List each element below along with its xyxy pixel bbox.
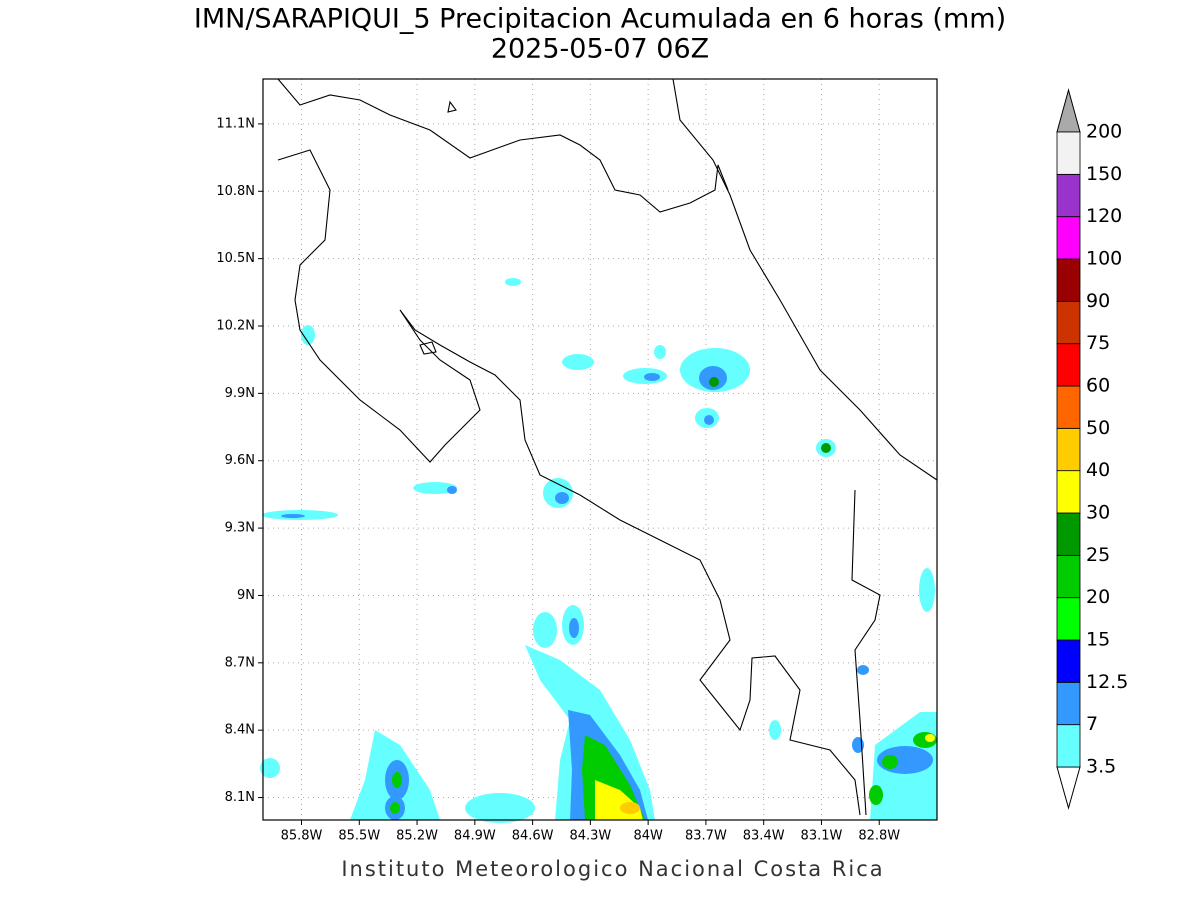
colorbar-label: 90 — [1086, 290, 1110, 312]
colorbar-label: 120 — [1086, 205, 1122, 227]
colorbar-band — [1056, 258, 1081, 302]
colorbar-label: 15 — [1086, 629, 1110, 651]
colorbar-band — [1056, 300, 1081, 345]
y-tick-label: 9.9N — [225, 386, 255, 401]
colorbar-band — [1056, 427, 1081, 472]
colorbar: 3.5 7 12.5 15 20 25 30 40 50 60 75 90 100 120 150 200 — [1056, 88, 1128, 810]
precip-areas — [260, 278, 937, 823]
colorbar-label: 40 — [1086, 459, 1110, 481]
colorbar-label: 7 — [1086, 713, 1098, 735]
y-tick-label: 8.1N — [225, 790, 255, 805]
colorbar-band — [1056, 173, 1081, 218]
y-tick-label: 9N — [237, 588, 255, 603]
x-tick-label: 85.5W — [338, 829, 380, 844]
x-tick-label: 85.8W — [281, 829, 323, 844]
colorbar-label: 50 — [1086, 417, 1110, 439]
x-tick-label: 83.1W — [801, 829, 843, 844]
colorbar-label: 25 — [1086, 544, 1110, 566]
x-tick-label: 85.2W — [396, 829, 438, 844]
colorbar-band — [1056, 724, 1081, 768]
chart-title: IMN/SARAPIQUI_5 Precipitacion Acumulada … — [194, 4, 1006, 35]
colorbar-band — [1056, 216, 1081, 260]
colorbar-band — [1056, 512, 1081, 556]
colorbar-label: 3.5 — [1086, 756, 1116, 778]
y-tick-label: 9.3N — [225, 521, 255, 536]
colorbar-label: 12.5 — [1086, 671, 1128, 693]
colorbar-label: 200 — [1086, 121, 1122, 143]
x-tick-label: 84.9W — [454, 829, 496, 844]
colorbar-band — [1056, 639, 1081, 683]
x-tick-label: 84W — [633, 829, 663, 844]
y-tick-label: 10.8N — [216, 184, 255, 199]
colorbar-band — [1056, 385, 1081, 429]
colorbar-band — [1056, 681, 1081, 726]
coastline — [277, 78, 938, 816]
colorbar-label: 75 — [1086, 332, 1110, 354]
y-tick-label: 8.7N — [225, 655, 255, 670]
colorbar-label: 150 — [1086, 163, 1122, 185]
x-tick-label: 82.8W — [858, 829, 900, 844]
colorbar-label: 20 — [1086, 586, 1110, 608]
y-tick-label: 10.2N — [216, 319, 255, 334]
colorbar-over — [1056, 88, 1081, 133]
footer: Instituto Meteorologico Nacional Costa R… — [341, 857, 884, 881]
chart-subtitle: 2025-05-07 06Z — [491, 34, 709, 65]
x-tick-label: 83.4W — [743, 829, 785, 844]
colorbar-label: 30 — [1086, 502, 1110, 524]
colorbar-band — [1056, 131, 1081, 175]
plot-frame — [262, 78, 938, 821]
colorbar-band — [1056, 554, 1081, 599]
y-tick-label: 9.6N — [225, 453, 255, 468]
colorbar-band — [1056, 597, 1081, 641]
x-tick-label: 84.6W — [512, 829, 554, 844]
colorbar-band — [1056, 470, 1081, 514]
x-tick-label: 83.7W — [685, 829, 727, 844]
y-tick-label: 11.1N — [216, 116, 255, 131]
y-tick-label: 8.4N — [225, 723, 255, 738]
colorbar-under — [1056, 766, 1081, 810]
colorbar-band — [1056, 343, 1081, 387]
colorbar-label: 60 — [1086, 375, 1110, 397]
x-tick-label: 84.3W — [569, 829, 611, 844]
y-tick-label: 10.5N — [216, 251, 255, 266]
colorbar-label: 100 — [1086, 248, 1122, 270]
